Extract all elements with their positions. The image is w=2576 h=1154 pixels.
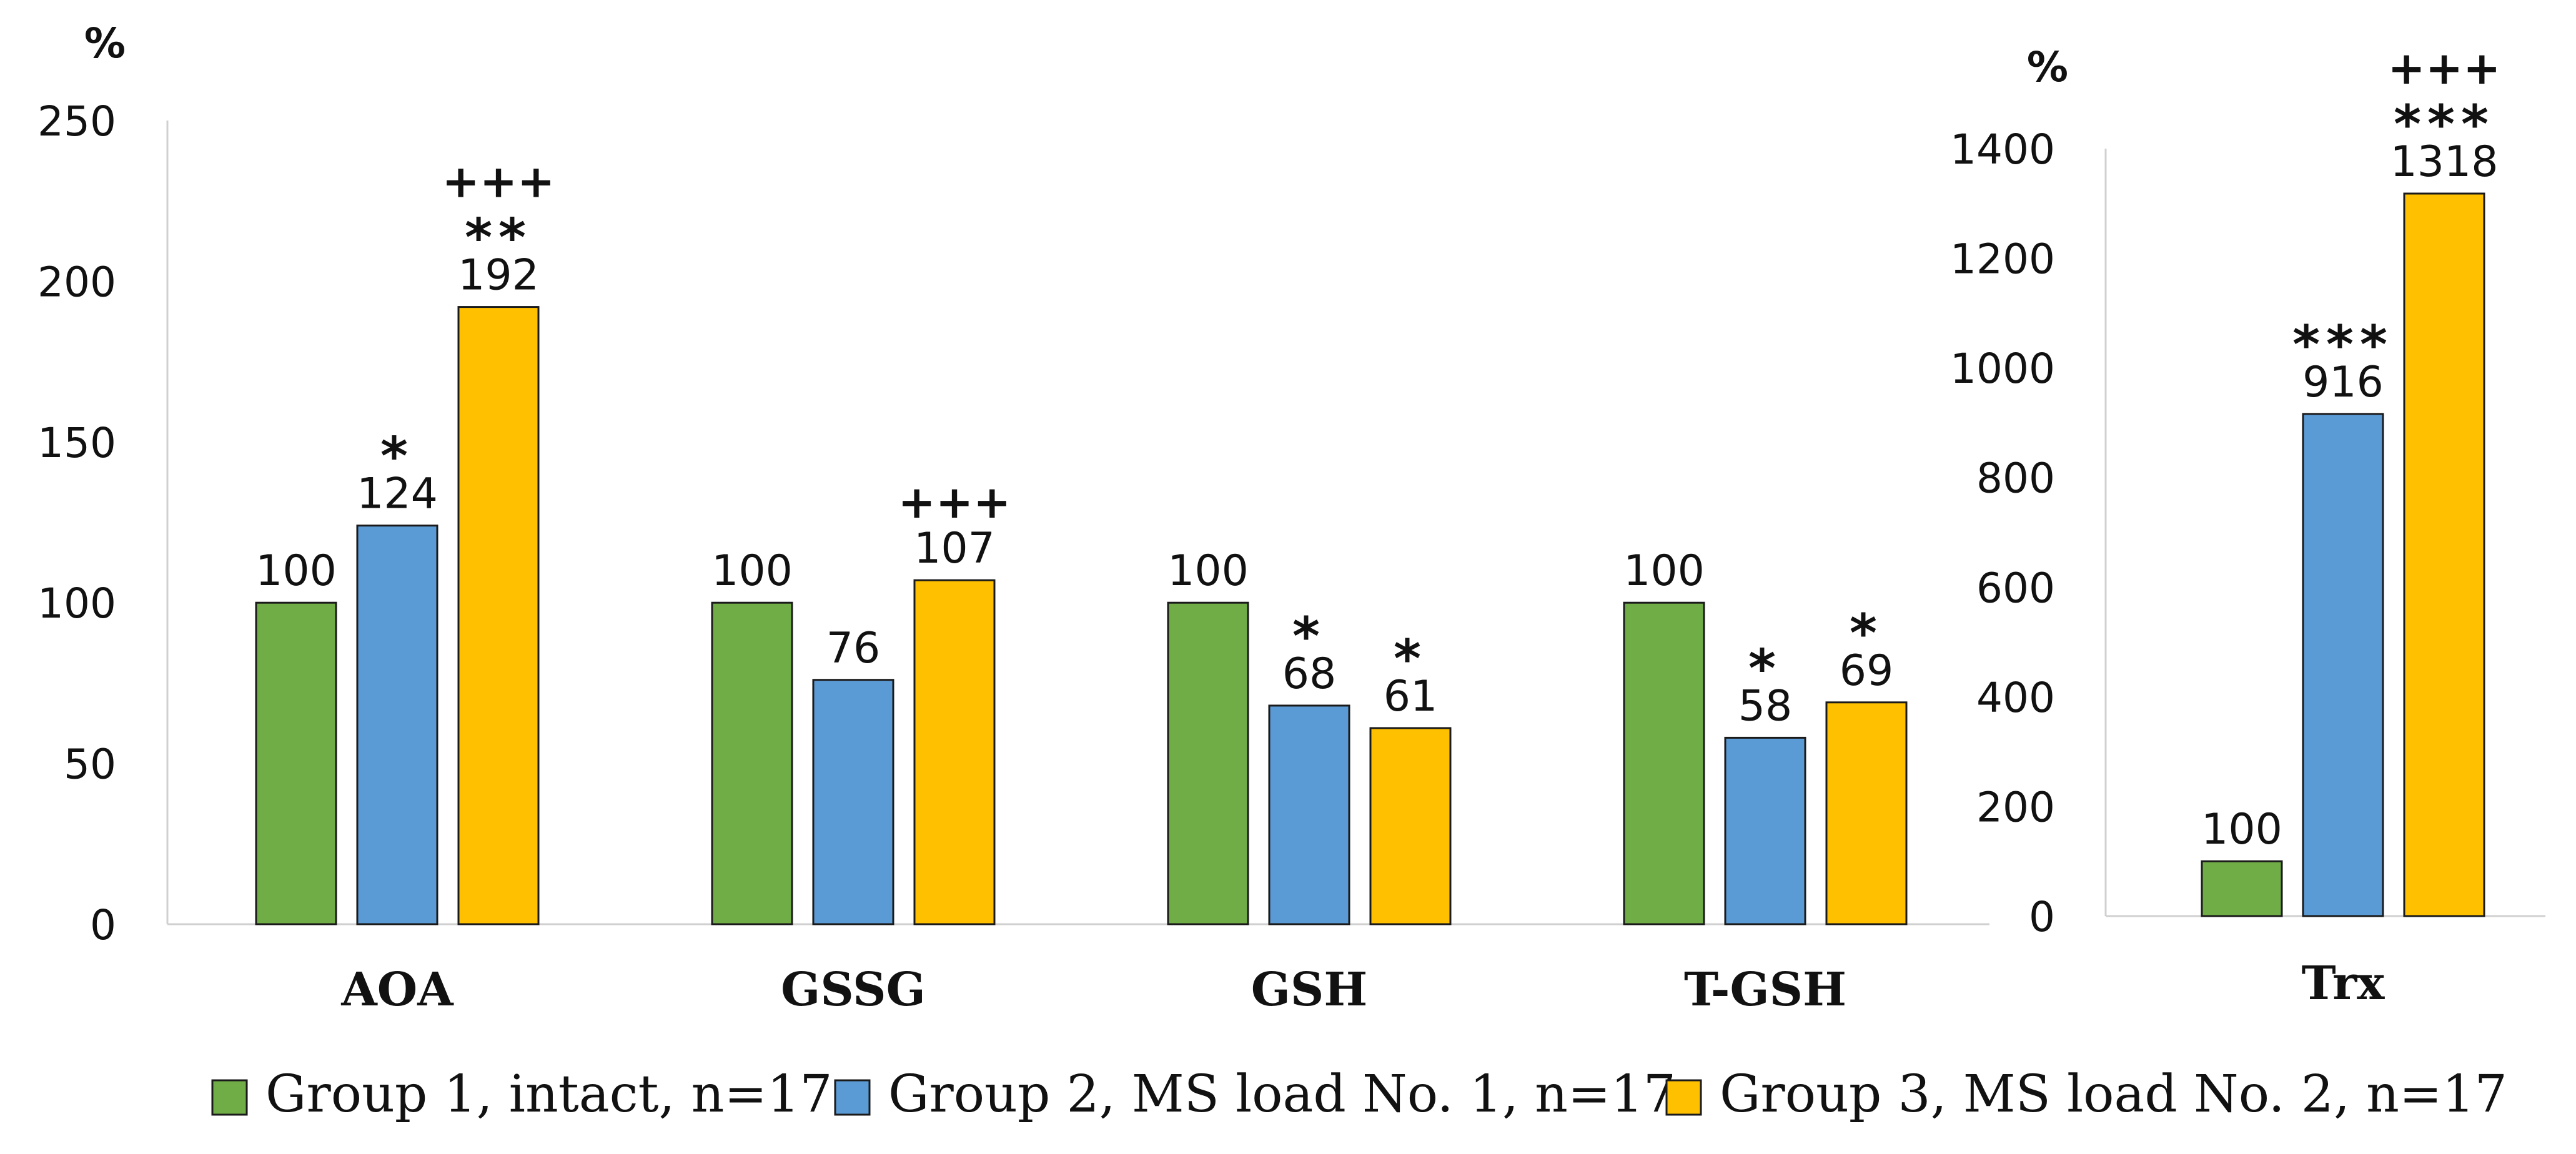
legend-label-group2: Group 2, MS load No. 1, n=17: [888, 1065, 1676, 1124]
significance-star-t-gsh-group3: *: [1850, 603, 1883, 664]
value-label-gssg-group3: 107: [914, 524, 995, 573]
chart1-y-tick-100: 100: [37, 579, 116, 628]
bar-gssg-group3: [913, 579, 996, 925]
chart2-y-tick-1400: 1400: [1950, 126, 2055, 174]
value-label-trx-group1: 100: [2201, 805, 2282, 854]
chart2-y-tick-400: 400: [1976, 674, 2055, 722]
category-label-trx: Trx: [2302, 957, 2385, 1010]
value-label-trx-group3: 1318: [2390, 137, 2498, 187]
value-label-t-gsh-group1: 100: [1623, 546, 1705, 596]
significance-star-trx-group2: ***: [2292, 314, 2394, 375]
significance-star-gsh-group3: *: [1394, 628, 1427, 689]
bar-trx-group1: [2201, 860, 2283, 917]
chart1-y-tick-0: 0: [90, 901, 116, 949]
bar-t-gsh-group2: [1724, 736, 1806, 925]
significance-star-gsh-group2: *: [1292, 606, 1326, 667]
significance-plus-aoa-group3: +++: [442, 155, 555, 208]
significance-star-trx-group3: ***: [2394, 94, 2495, 155]
chart2-unit-label: %: [2027, 43, 2068, 91]
value-label-t-gsh-group2: 58: [1738, 681, 1793, 731]
chart2-y-tick-1000: 1000: [1950, 345, 2055, 393]
chart2-y-tick-0: 0: [2029, 893, 2055, 941]
value-label-gsh-group1: 100: [1167, 546, 1249, 596]
significance-star-aoa-group2: *: [380, 426, 414, 487]
bar-trx-group3: [2403, 192, 2485, 917]
chart2-y-tick-600: 600: [1976, 564, 2055, 612]
bar-t-gsh-group3: [1825, 701, 1908, 925]
bar-gsh-group2: [1268, 704, 1350, 925]
chart1-y-tick-250: 250: [37, 97, 116, 145]
legend-swatch-group3: [1665, 1079, 1702, 1116]
chart2-y-tick-200: 200: [1976, 783, 2055, 831]
value-label-gssg-group1: 100: [711, 546, 793, 596]
value-label-t-gsh-group3: 69: [1840, 646, 1894, 696]
bar-t-gsh-group1: [1623, 601, 1705, 925]
bar-aoa-group1: [255, 601, 337, 925]
bar-aoa-group2: [356, 525, 438, 925]
value-label-gssg-group2: 76: [826, 624, 881, 673]
bar-trx-group2: [2302, 413, 2384, 917]
value-label-gsh-group2: 68: [1282, 649, 1337, 699]
significance-star-t-gsh-group2: *: [1748, 638, 1782, 699]
legend-swatch-group1: [211, 1079, 248, 1116]
legend-swatch-group2: [834, 1079, 871, 1116]
chart2-y-tick-800: 800: [1976, 455, 2055, 503]
chart2-y-tick-1200: 1200: [1950, 235, 2055, 284]
chart1-y-tick-150: 150: [37, 419, 116, 467]
value-label-aoa-group2: 124: [357, 470, 438, 519]
category-label-aoa: AOA: [340, 963, 454, 1017]
category-label-gssg: GSSG: [781, 963, 926, 1017]
value-label-aoa-group1: 100: [255, 546, 337, 596]
value-label-gsh-group3: 61: [1384, 672, 1438, 721]
chart1-y-tick-50: 50: [64, 741, 116, 789]
significance-plus-trx-group3: +++: [2388, 42, 2501, 94]
bar-gssg-group2: [812, 679, 894, 925]
value-label-aoa-group3: 192: [458, 251, 539, 300]
legend-label-group3: Group 3, MS load No. 2, n=17: [1720, 1065, 2507, 1124]
significance-star-aoa-group3: **: [465, 207, 532, 269]
bar-gsh-group3: [1369, 727, 1452, 925]
value-label-trx-group2: 916: [2302, 358, 2384, 407]
category-label-t-gsh: T-GSH: [1684, 963, 1846, 1017]
chart1-unit-label: %: [84, 19, 126, 67]
bar-aoa-group3: [457, 306, 540, 925]
bar-gsh-group1: [1167, 601, 1249, 925]
significance-plus-gssg-group3: +++: [898, 476, 1011, 528]
legend-label-group1: Group 1, intact, n=17: [265, 1065, 833, 1124]
bar-gssg-group1: [711, 601, 793, 925]
category-label-gsh: GSH: [1251, 963, 1368, 1017]
chart1-y-tick-200: 200: [37, 258, 116, 306]
